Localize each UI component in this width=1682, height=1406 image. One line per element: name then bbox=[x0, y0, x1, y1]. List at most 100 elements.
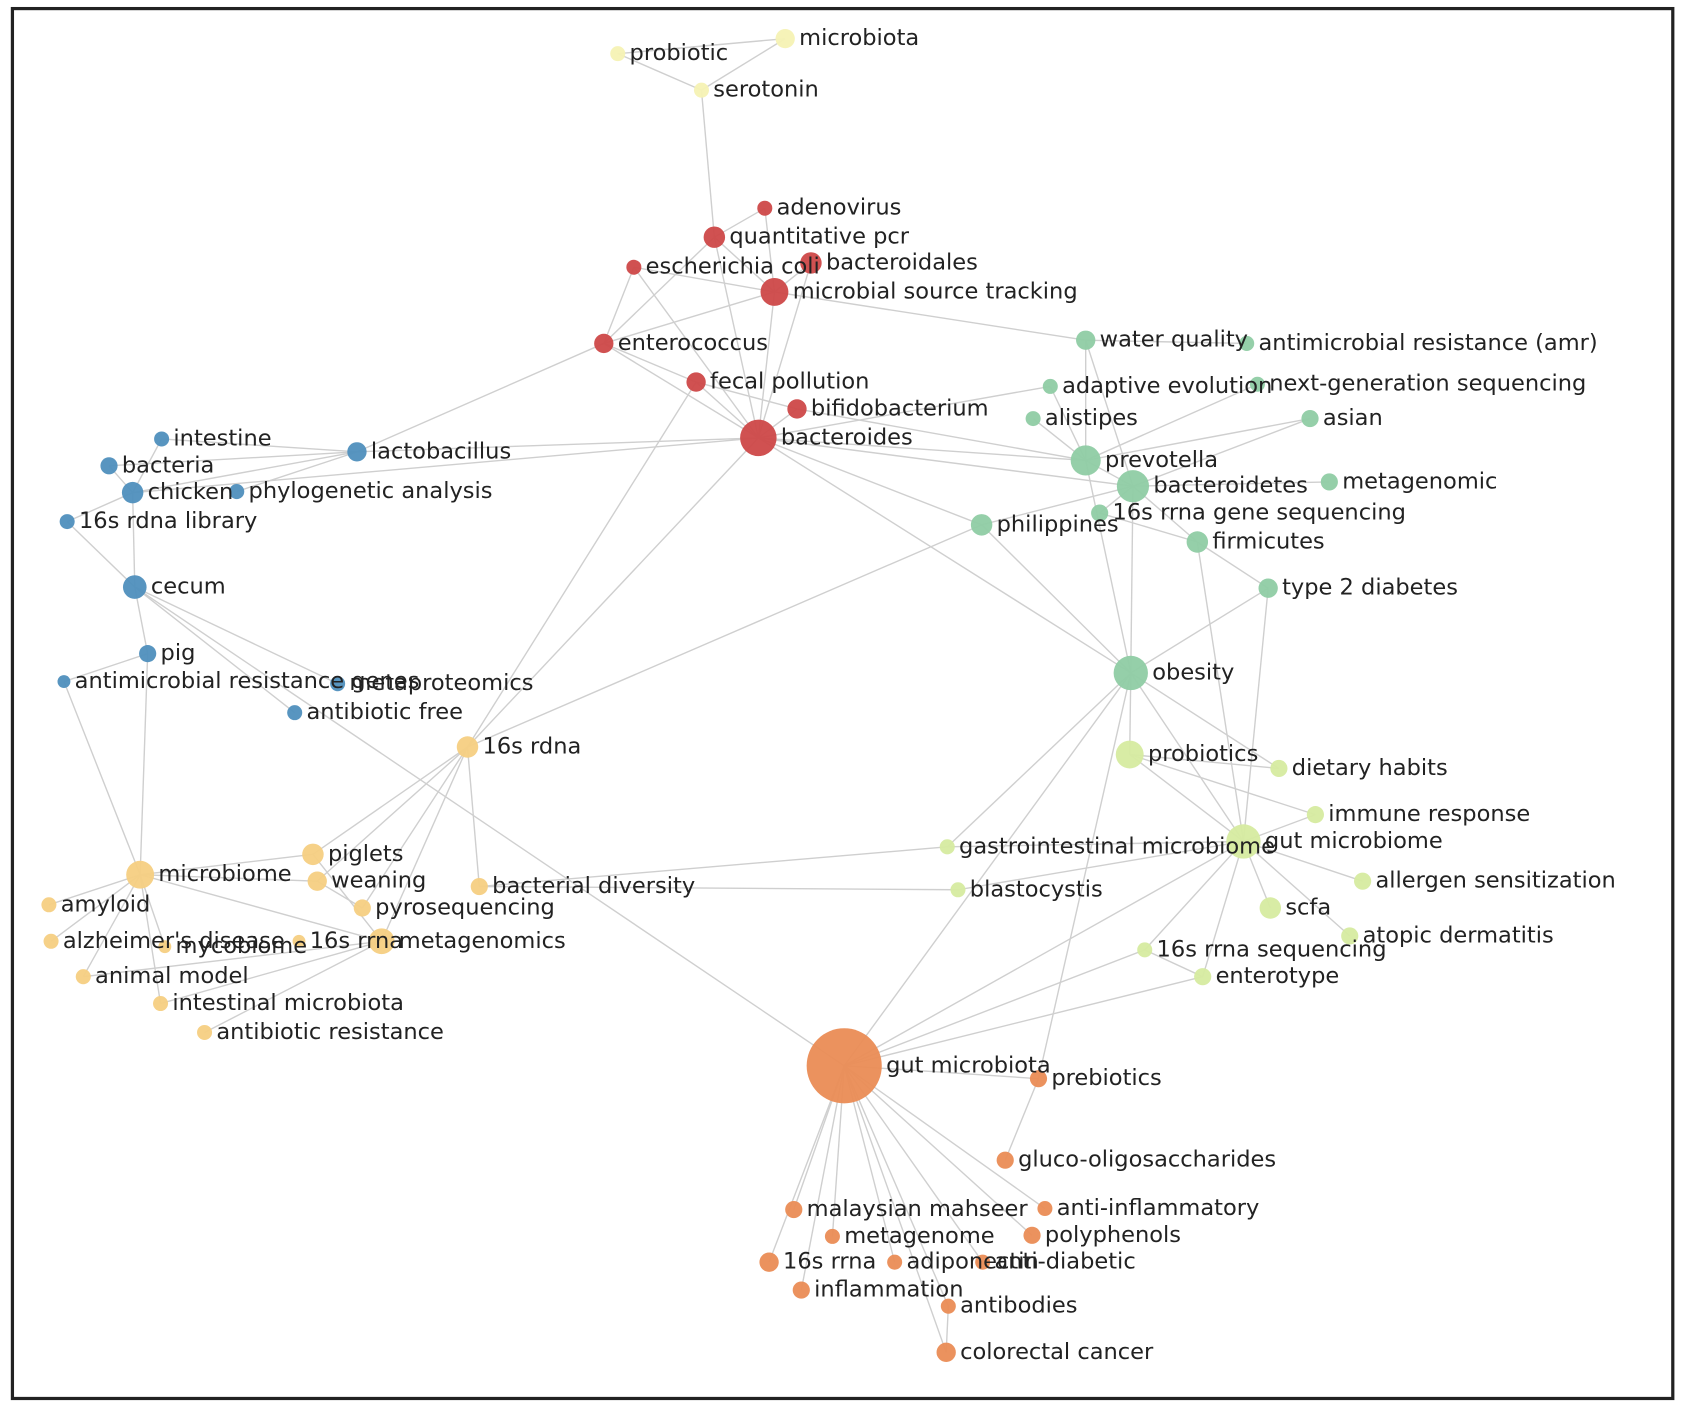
node bbox=[197, 1024, 213, 1041]
edge bbox=[380, 746, 469, 942]
node bbox=[353, 899, 371, 917]
edge bbox=[764, 208, 776, 293]
edge bbox=[1129, 753, 1316, 816]
edge bbox=[1085, 417, 1311, 462]
node-label: serotonin bbox=[713, 77, 819, 103]
edge bbox=[236, 451, 358, 493]
node bbox=[1301, 409, 1319, 428]
node-label: cecum bbox=[151, 574, 226, 600]
edge bbox=[132, 437, 759, 494]
edge bbox=[50, 874, 141, 942]
node-label: microbiota bbox=[799, 25, 919, 51]
node bbox=[456, 736, 479, 758]
node-label: antibodies bbox=[960, 1293, 1077, 1319]
node-label: bacterial diversity bbox=[492, 873, 695, 899]
edge bbox=[633, 266, 759, 439]
node-label: gastrointestinal microbiome bbox=[959, 833, 1275, 859]
edge bbox=[774, 291, 1086, 341]
node-label: 16s rrna sequencing bbox=[1157, 936, 1387, 962]
node bbox=[1070, 445, 1101, 476]
edge bbox=[1144, 840, 1244, 951]
edge bbox=[617, 37, 786, 55]
node-label: 16s rdna library bbox=[79, 508, 257, 534]
node bbox=[1091, 504, 1109, 522]
node-label: chicken bbox=[148, 479, 234, 505]
node bbox=[1306, 806, 1324, 824]
node bbox=[1186, 531, 1209, 553]
edge bbox=[479, 885, 958, 891]
node-label: type 2 diabetes bbox=[1282, 575, 1458, 601]
node-label: antimicrobial resistance (amr) bbox=[1259, 330, 1598, 356]
edge bbox=[48, 874, 141, 906]
edge bbox=[843, 1065, 1033, 1236]
node-label: bacteria bbox=[122, 452, 214, 478]
node-label: scfa bbox=[1285, 894, 1331, 920]
edge bbox=[1196, 541, 1245, 842]
node bbox=[1258, 578, 1278, 598]
edge bbox=[713, 237, 760, 439]
node bbox=[292, 934, 306, 948]
node bbox=[686, 372, 706, 392]
edges bbox=[48, 37, 1363, 1353]
edge bbox=[981, 485, 1134, 526]
edge bbox=[843, 1065, 947, 1353]
node bbox=[1226, 824, 1261, 859]
node bbox=[1025, 411, 1041, 427]
edge bbox=[356, 437, 759, 453]
edge bbox=[316, 746, 468, 882]
node bbox=[939, 839, 955, 855]
edge bbox=[132, 451, 358, 494]
node-label: metagenomics bbox=[399, 928, 566, 954]
node bbox=[307, 871, 327, 891]
node-label: polyphenols bbox=[1045, 1222, 1181, 1248]
node-label: alzheimer's disease bbox=[63, 928, 285, 954]
node bbox=[1270, 759, 1288, 778]
node bbox=[940, 1298, 956, 1314]
node bbox=[43, 933, 59, 949]
node bbox=[121, 481, 144, 504]
node-label: obesity bbox=[1152, 659, 1234, 685]
node-label: next-generation sequencing bbox=[1269, 371, 1586, 397]
edge bbox=[957, 840, 1244, 891]
node bbox=[759, 1252, 779, 1272]
node-label: mycobiome bbox=[176, 933, 308, 959]
edge bbox=[1130, 587, 1269, 674]
node bbox=[1239, 335, 1255, 351]
edge bbox=[1202, 841, 1245, 977]
node bbox=[1249, 376, 1265, 392]
edge bbox=[947, 840, 1244, 848]
node bbox=[996, 1151, 1014, 1169]
node bbox=[470, 877, 488, 896]
node bbox=[594, 333, 614, 354]
edge bbox=[1130, 672, 1245, 842]
node-label: adiponectin bbox=[906, 1249, 1038, 1275]
node bbox=[1354, 872, 1372, 890]
edge bbox=[603, 342, 697, 383]
edge bbox=[843, 949, 1145, 1067]
edge bbox=[757, 437, 1132, 674]
edge bbox=[1037, 672, 1132, 1079]
edge bbox=[1130, 672, 1280, 770]
node-label: microbial source tracking bbox=[793, 278, 1078, 304]
node bbox=[229, 484, 245, 500]
node-label: atopic dermatitis bbox=[1363, 922, 1554, 948]
node bbox=[1320, 473, 1338, 491]
edge bbox=[160, 940, 382, 1005]
node bbox=[59, 514, 75, 530]
node bbox=[1023, 1226, 1041, 1244]
node bbox=[368, 928, 395, 955]
edge bbox=[603, 291, 775, 345]
edge bbox=[981, 524, 1132, 674]
edge bbox=[603, 236, 715, 344]
node-label: dietary habits bbox=[1292, 755, 1448, 781]
edge bbox=[361, 746, 469, 909]
node bbox=[100, 457, 118, 475]
node bbox=[792, 1281, 810, 1299]
node bbox=[1194, 968, 1212, 986]
edge bbox=[617, 53, 702, 91]
node bbox=[800, 252, 822, 274]
node bbox=[1259, 897, 1282, 919]
node bbox=[1341, 927, 1359, 945]
edge bbox=[108, 451, 357, 467]
